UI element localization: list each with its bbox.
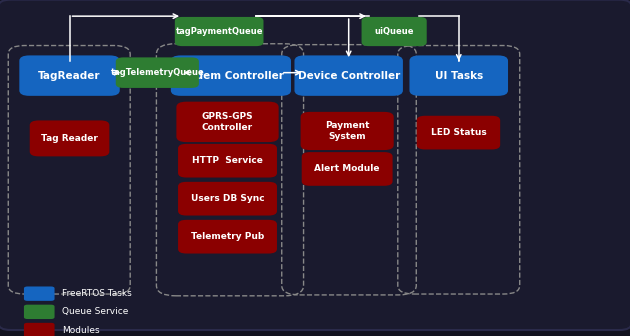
Text: Users DB Sync: Users DB Sync xyxy=(191,194,265,203)
FancyBboxPatch shape xyxy=(20,55,120,96)
FancyBboxPatch shape xyxy=(302,152,392,186)
FancyBboxPatch shape xyxy=(24,287,55,301)
Text: tagPaymentQueue: tagPaymentQueue xyxy=(175,27,263,36)
Text: Queue Service: Queue Service xyxy=(62,307,129,316)
Text: Tag Reader: Tag Reader xyxy=(41,134,98,143)
Text: FreeRTOS Tasks: FreeRTOS Tasks xyxy=(62,289,132,298)
Text: LED Status: LED Status xyxy=(430,128,486,137)
FancyBboxPatch shape xyxy=(30,120,110,156)
Text: Telemetry Pub: Telemetry Pub xyxy=(191,232,264,241)
Text: Alert Module: Alert Module xyxy=(314,164,380,173)
Text: UI Tasks: UI Tasks xyxy=(435,71,483,81)
FancyBboxPatch shape xyxy=(24,323,55,336)
FancyBboxPatch shape xyxy=(24,305,55,319)
FancyBboxPatch shape xyxy=(416,116,500,150)
Text: Payment
System: Payment System xyxy=(325,121,369,141)
Text: tagTelemetryQueue: tagTelemetryQueue xyxy=(110,68,204,77)
FancyBboxPatch shape xyxy=(175,17,263,46)
FancyBboxPatch shape xyxy=(176,102,278,142)
Text: GPRS-GPS
Controller: GPRS-GPS Controller xyxy=(202,112,253,132)
Text: HTTP  Service: HTTP Service xyxy=(192,156,263,165)
FancyBboxPatch shape xyxy=(294,55,403,96)
Text: Modules: Modules xyxy=(62,326,100,335)
Text: Modem Controller: Modem Controller xyxy=(178,71,284,81)
FancyBboxPatch shape xyxy=(362,17,427,46)
FancyBboxPatch shape xyxy=(178,220,277,254)
Text: uiQueue: uiQueue xyxy=(374,27,414,36)
FancyBboxPatch shape xyxy=(178,182,277,215)
FancyBboxPatch shape xyxy=(178,144,277,177)
Text: TagReader: TagReader xyxy=(38,71,101,81)
FancyBboxPatch shape xyxy=(301,112,394,150)
FancyBboxPatch shape xyxy=(171,55,291,96)
FancyBboxPatch shape xyxy=(410,55,508,96)
FancyBboxPatch shape xyxy=(116,57,199,88)
Text: Device Controller: Device Controller xyxy=(297,71,400,81)
